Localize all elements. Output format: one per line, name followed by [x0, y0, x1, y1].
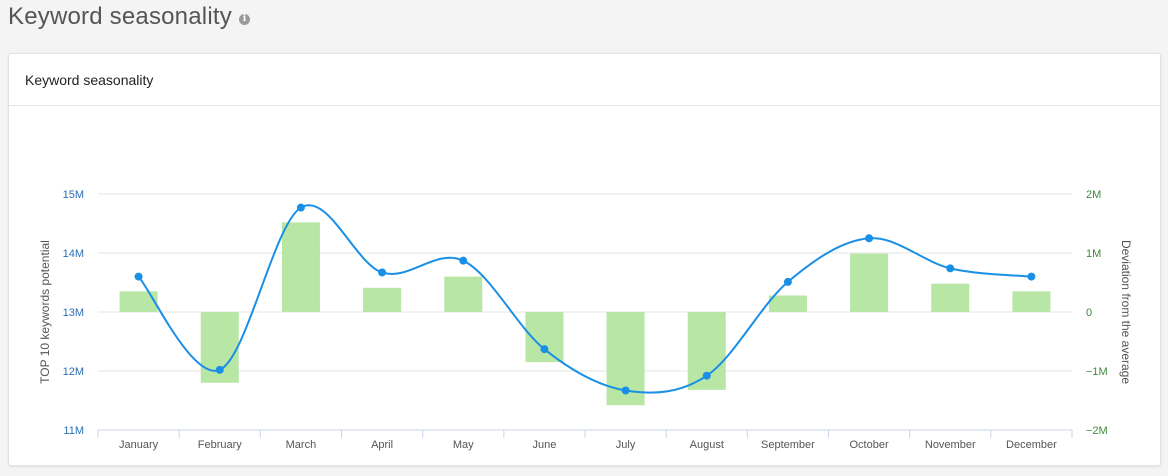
x-tick-label: January — [119, 439, 159, 451]
potential-point — [1027, 272, 1036, 281]
y-left-tick-label: 12M — [63, 366, 84, 378]
deviation-bar — [119, 291, 158, 312]
page-title: Keyword seasonality — [8, 3, 232, 30]
potential-point — [540, 345, 549, 354]
potential-point — [134, 272, 143, 281]
y-left-tick-label: 14M — [63, 248, 84, 260]
x-tick-label: July — [616, 439, 636, 451]
x-tick-label: March — [286, 439, 317, 451]
x-tick-label: May — [453, 439, 474, 451]
deviation-bar — [768, 295, 807, 312]
y-right-tick-label: 0 — [1086, 307, 1092, 319]
deviation-bar — [850, 253, 889, 312]
potential-point — [783, 277, 792, 286]
y-right-tick-label: −1M — [1086, 366, 1108, 378]
info-icon[interactable]: i — [238, 14, 250, 25]
seasonality-card: Keyword seasonality 15M 14M 13M 12M 11M 2M 1M 0… — [8, 53, 1161, 466]
card-title: Keyword seasonality — [9, 54, 1160, 106]
y-right-tick-label: 1M — [1086, 248, 1101, 260]
x-tick-label: October — [850, 439, 889, 451]
page-header: Keyword seasonality i — [8, 0, 250, 34]
potential-point — [702, 371, 711, 380]
x-tick-label: August — [690, 439, 724, 451]
deviation-bar — [363, 287, 402, 312]
y-right-tick-label: −2M — [1086, 425, 1108, 437]
potential-point — [865, 234, 874, 243]
x-tick-label: April — [371, 439, 393, 451]
y-left-axis-title: TOP 10 keywords potential — [38, 240, 52, 384]
x-tick-label: December — [1006, 439, 1057, 451]
y-right-tick-label: 2M — [1086, 189, 1101, 201]
y-left-tick-label: 13M — [63, 307, 84, 319]
x-tick-label: September — [761, 439, 815, 451]
potential-point — [296, 203, 305, 212]
deviation-bar — [931, 283, 970, 312]
potential-point — [621, 386, 630, 395]
y-right-axis-title: Deviation from the average — [1119, 240, 1133, 384]
x-tick-label: November — [925, 439, 976, 451]
deviation-bar — [1012, 291, 1051, 312]
y-left-tick-label: 11M — [63, 425, 84, 437]
potential-point — [378, 268, 387, 277]
deviation-bar — [444, 276, 483, 312]
seasonality-chart: 15M 14M 13M 12M 11M 2M 1M 0 −1M −2M January Februar… — [38, 189, 1133, 451]
potential-point — [946, 264, 955, 273]
x-tick-label: February — [198, 439, 243, 451]
potential-point — [215, 365, 224, 374]
x-tick-label: June — [532, 439, 556, 451]
y-left-tick-label: 15M — [63, 189, 84, 201]
potential-line — [137, 204, 1032, 394]
potential-point — [459, 256, 468, 265]
deviation-bar — [281, 222, 320, 312]
